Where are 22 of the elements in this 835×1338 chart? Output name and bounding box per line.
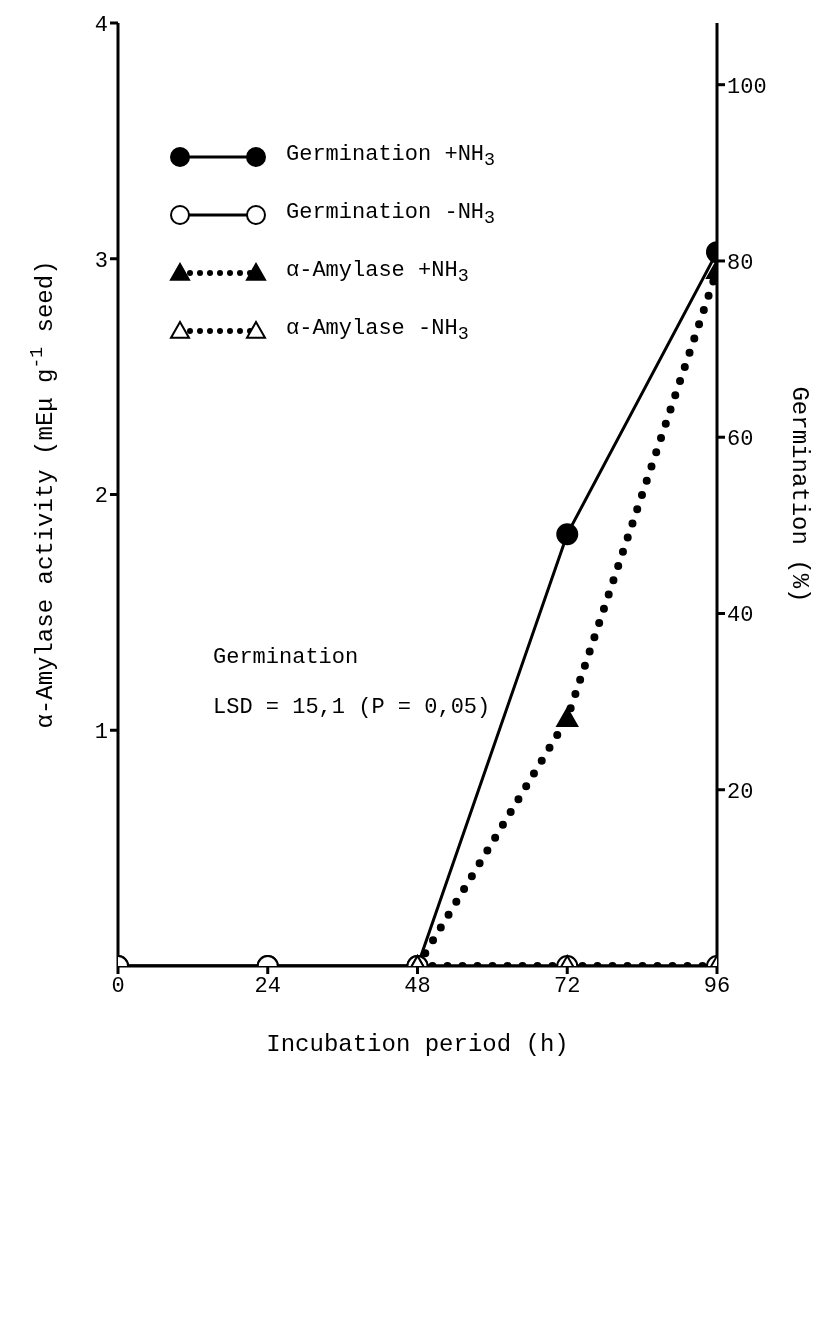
y2-tick-label: 60 <box>727 427 754 453</box>
x-axis-title: Incubation period (h) <box>266 1031 569 1058</box>
x-tick-label: 0 <box>111 973 125 999</box>
annotation: LSD = 15,1 (P = 0,05) <box>213 694 491 722</box>
y-tick-label: 1 <box>94 720 108 746</box>
x-tick-label: 72 <box>554 973 581 999</box>
y2-tick-label: 100 <box>727 74 767 100</box>
legend-label: Germination +NH$_{3}$ <box>286 142 496 172</box>
y2-tick-label: 80 <box>727 250 754 276</box>
y-tick-label: 2 <box>94 484 108 510</box>
legend-label: α-Amylase +NH$_{3}$ <box>286 258 469 288</box>
legend-label: Germination -NH$_{3}$ <box>286 200 496 230</box>
x-tick-label: 24 <box>254 973 281 999</box>
y2-axis-title: Germination (%) <box>786 386 813 603</box>
y2-tick-label: 40 <box>727 603 754 629</box>
x-tick-label: 48 <box>404 973 431 999</box>
y-tick-label: 4 <box>94 12 108 38</box>
annotation: Germination <box>213 644 360 672</box>
y-tick-label: 3 <box>94 248 108 274</box>
legend-label: α-Amylase -NH$_{3}$ <box>286 316 469 346</box>
y2-tick-label: 20 <box>727 779 754 805</box>
x-tick-label: 96 <box>703 973 731 999</box>
